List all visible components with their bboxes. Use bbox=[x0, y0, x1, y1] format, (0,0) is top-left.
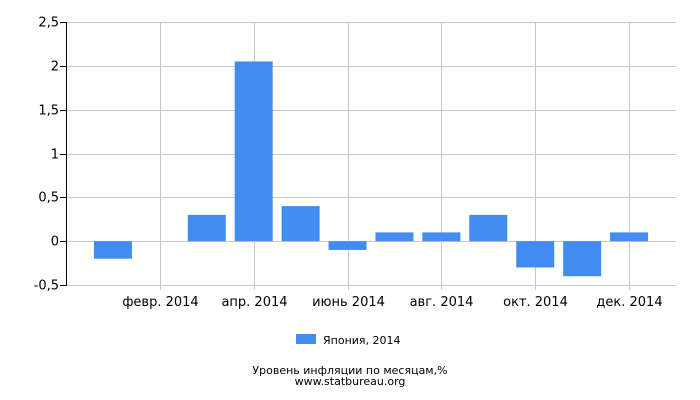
x-tick-label: июнь 2014 bbox=[312, 295, 385, 310]
bar bbox=[422, 232, 461, 242]
y-tick-label: 2 bbox=[51, 60, 59, 75]
bar bbox=[469, 214, 508, 242]
x-tick-label: февр. 2014 bbox=[122, 295, 198, 310]
bar bbox=[375, 232, 414, 242]
source-url: www.statbureau.org bbox=[295, 375, 406, 388]
legend-swatch bbox=[296, 334, 316, 344]
bar bbox=[328, 241, 367, 250]
x-tick-label: авг. 2014 bbox=[410, 295, 474, 310]
x-tick-label: апр. 2014 bbox=[221, 295, 287, 310]
y-tick-label: -0,5 bbox=[34, 279, 59, 294]
bar bbox=[563, 241, 602, 277]
y-tick-label: 0,5 bbox=[38, 191, 59, 206]
x-tick-label: дек. 2014 bbox=[596, 295, 662, 310]
x-tick-label: окт. 2014 bbox=[503, 295, 568, 310]
y-tick-labels: -0,5 0 0,5 1 1,5 2 2,5 bbox=[34, 16, 59, 294]
y-tick-label: 1 bbox=[51, 148, 59, 163]
legend: Япония, 2014 bbox=[296, 334, 401, 347]
chart-caption: Уровень инфляции по месяцам,% bbox=[252, 364, 447, 377]
bar bbox=[281, 206, 320, 242]
y-tick-label: 0 bbox=[51, 235, 59, 250]
bar bbox=[516, 241, 555, 268]
bars bbox=[93, 61, 649, 277]
legend-label: Япония, 2014 bbox=[323, 334, 401, 347]
bar bbox=[187, 214, 226, 242]
y-tick-label: 1,5 bbox=[38, 104, 59, 119]
bar bbox=[93, 241, 132, 259]
bar bbox=[610, 232, 649, 242]
bar bbox=[234, 61, 273, 242]
y-tick-label: 2,5 bbox=[38, 16, 59, 31]
x-tick-labels: февр. 2014 апр. 2014 июнь 2014 авг. 2014 окт… bbox=[122, 295, 662, 310]
